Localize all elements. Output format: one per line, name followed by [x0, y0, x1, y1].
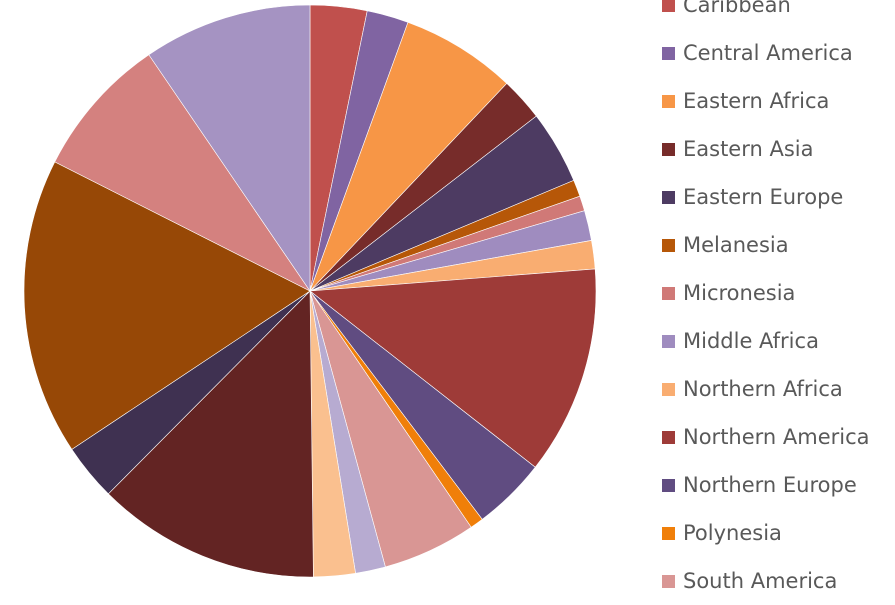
- legend-item-eastern-europe: Eastern Europe: [662, 173, 870, 221]
- legend-item-northern-europe: Northern Europe: [662, 461, 870, 509]
- legend-label: Eastern Europe: [683, 185, 844, 209]
- pie-chart: Caribbean Central America Eastern Africa Ea…: [23, 0, 870, 593]
- pie-plot: [23, 4, 597, 577]
- legend-label: Caribbean: [683, 0, 791, 17]
- legend-label: Central America: [683, 41, 853, 65]
- pie-slice-northern-america: [309, 268, 597, 468]
- legend-item-melanesia: Melanesia: [662, 221, 870, 269]
- legend-label: South America: [683, 569, 838, 593]
- legend-label: Middle Africa: [683, 329, 819, 353]
- legend-swatch: [662, 46, 675, 60]
- legend-swatch: [662, 142, 675, 156]
- legend-item-south-america: South America: [662, 557, 870, 605]
- pie-slice-eastern-africa: [309, 21, 508, 292]
- legend-label: Northern Africa: [683, 377, 843, 401]
- legend-item-micronesia: Micronesia: [662, 269, 870, 317]
- legend-item-eastern-asia: Eastern Asia: [662, 125, 870, 173]
- legend-item-northern-america: Northern America: [662, 413, 870, 461]
- legend-item-central-america: Central America: [662, 29, 870, 77]
- legend-label: Melanesia: [683, 233, 789, 257]
- pie-slices: [23, 4, 597, 577]
- legend-label: Micronesia: [683, 281, 796, 305]
- pie-slice-unlabeled-19: [148, 4, 311, 292]
- legend-swatch: [662, 478, 675, 492]
- legend-label: Northern Europe: [683, 473, 857, 497]
- legend-label: Eastern Asia: [683, 137, 814, 161]
- legend-item-northern-africa: Northern Africa: [662, 365, 870, 413]
- legend-swatch: [662, 94, 675, 108]
- legend-label: Polynesia: [683, 521, 782, 545]
- legend-swatch: [662, 238, 675, 252]
- legend-item-middle-africa: Middle Africa: [662, 317, 870, 365]
- legend-swatch: [662, 190, 675, 204]
- legend-item-eastern-africa: Eastern Africa: [662, 77, 870, 125]
- legend-swatch: [662, 286, 675, 300]
- legend-label: Eastern Africa: [683, 89, 830, 113]
- legend-swatch: [662, 0, 675, 12]
- pie-slice-unlabeled-15: [107, 290, 314, 577]
- legend-swatch: [662, 430, 675, 444]
- pie-slice-unlabeled-17: [23, 161, 311, 450]
- legend: Caribbean Central America Eastern Africa Ea…: [662, 0, 870, 605]
- legend-swatch: [662, 382, 675, 396]
- legend-swatch: [662, 334, 675, 348]
- legend-swatch: [662, 526, 675, 540]
- legend-item-caribbean: Caribbean: [662, 0, 870, 29]
- pie-slice-unlabeled-18: [54, 54, 311, 292]
- legend-label: Northern America: [683, 425, 870, 449]
- legend-swatch: [662, 574, 675, 588]
- legend-item-polynesia: Polynesia: [662, 509, 870, 557]
